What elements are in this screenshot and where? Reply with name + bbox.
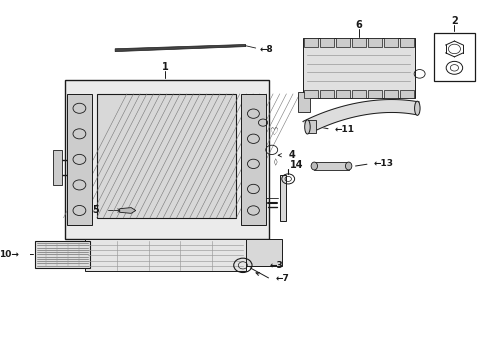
Text: ←9: ←9 bbox=[247, 193, 261, 202]
Bar bbox=[64, 80, 268, 239]
Bar bbox=[367, 90, 381, 98]
Bar bbox=[314, 162, 348, 170]
Ellipse shape bbox=[304, 120, 309, 134]
Bar bbox=[367, 39, 381, 47]
Text: 12→: 12→ bbox=[239, 118, 259, 127]
Text: ←7: ←7 bbox=[275, 274, 289, 283]
Bar bbox=[35, 241, 90, 268]
Bar bbox=[400, 39, 413, 47]
Bar bbox=[351, 39, 365, 47]
Bar bbox=[280, 175, 286, 221]
Bar bbox=[433, 33, 473, 81]
Bar bbox=[400, 90, 413, 98]
Bar bbox=[67, 94, 92, 225]
Text: ◊: ◊ bbox=[273, 159, 277, 166]
Ellipse shape bbox=[345, 162, 351, 170]
Bar bbox=[336, 39, 349, 47]
Bar bbox=[304, 90, 317, 98]
Bar bbox=[320, 39, 333, 47]
Text: ←11: ←11 bbox=[334, 125, 354, 134]
Bar bbox=[307, 121, 315, 134]
Text: 14: 14 bbox=[289, 159, 303, 170]
Bar bbox=[103, 239, 282, 266]
Bar bbox=[298, 92, 309, 112]
Bar bbox=[53, 149, 62, 185]
Text: 1: 1 bbox=[162, 62, 168, 72]
Ellipse shape bbox=[414, 101, 419, 115]
Polygon shape bbox=[115, 44, 245, 51]
Bar bbox=[304, 39, 317, 47]
Bar bbox=[241, 94, 265, 225]
Bar bbox=[302, 39, 414, 98]
Text: ←13: ←13 bbox=[373, 159, 392, 168]
Polygon shape bbox=[120, 208, 136, 213]
Text: 10→: 10→ bbox=[0, 250, 19, 259]
Text: 5: 5 bbox=[92, 206, 99, 216]
Text: ←8: ←8 bbox=[259, 45, 273, 54]
Bar bbox=[97, 94, 236, 218]
Bar bbox=[336, 90, 349, 98]
Bar bbox=[384, 90, 397, 98]
Bar bbox=[320, 90, 333, 98]
Bar bbox=[384, 39, 397, 47]
Text: 4: 4 bbox=[287, 150, 294, 160]
Ellipse shape bbox=[310, 162, 317, 170]
Bar bbox=[351, 90, 365, 98]
Text: 6: 6 bbox=[355, 20, 362, 30]
Text: 2: 2 bbox=[450, 17, 457, 27]
Bar bbox=[85, 239, 245, 271]
Polygon shape bbox=[303, 100, 418, 132]
Text: ♡: ♡ bbox=[268, 127, 277, 137]
Text: ←3: ←3 bbox=[269, 261, 283, 270]
